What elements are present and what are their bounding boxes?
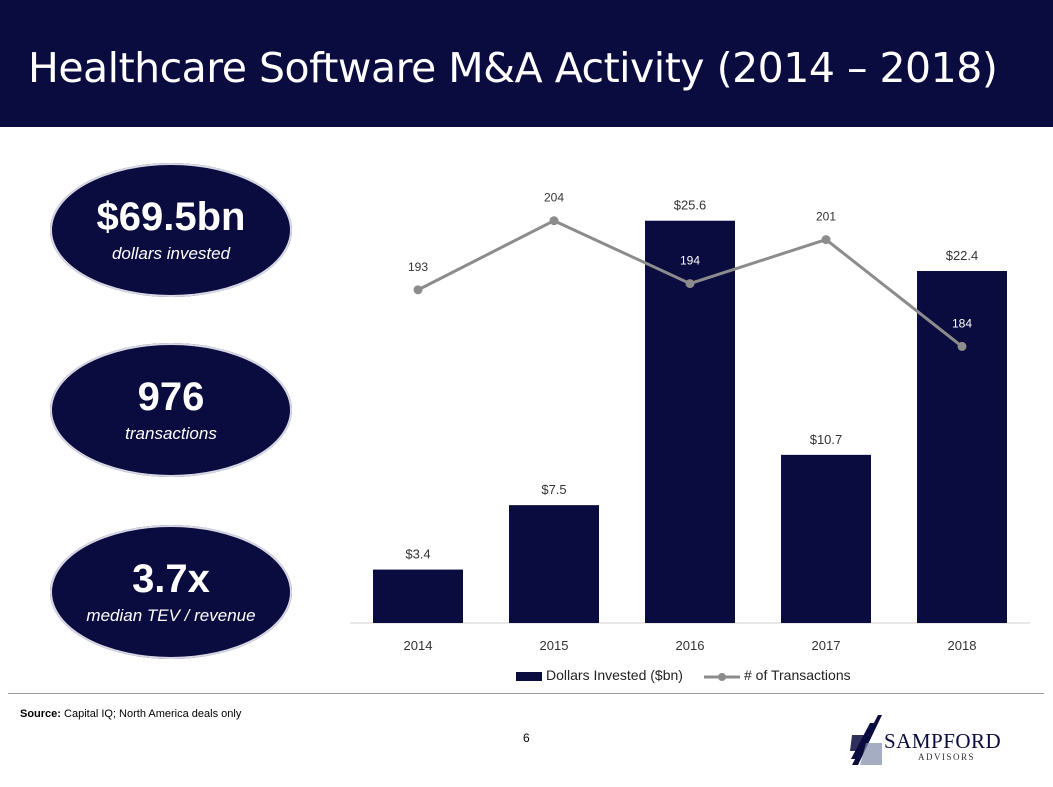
logo-subtitle: ADVISORS bbox=[918, 752, 976, 762]
page-title: Healthcare Software M&A Activity (2014 –… bbox=[28, 44, 998, 92]
stat-caption: dollars invested bbox=[111, 244, 231, 263]
x-tick-label-2014: 2014 bbox=[404, 638, 433, 653]
source-text: Capital IQ; North America deals only bbox=[60, 708, 242, 720]
bar-label-2015: $7.5 bbox=[541, 482, 566, 497]
legend-bar-swatch bbox=[516, 672, 542, 681]
legend-bar-label: Dollars Invested ($bn) bbox=[546, 667, 683, 683]
transactions-point-2014 bbox=[413, 285, 423, 295]
transactions-label-2017: 201 bbox=[816, 210, 836, 224]
logo-mark-icon bbox=[850, 715, 882, 765]
stat-value: $69.5bn bbox=[96, 195, 246, 239]
stat-caption: transactions bbox=[125, 424, 217, 443]
transactions-point-2015 bbox=[549, 216, 559, 226]
stat-value: 3.7x bbox=[132, 557, 210, 601]
page-number: 6 bbox=[523, 731, 530, 745]
transactions-label-2018: 184 bbox=[952, 316, 972, 330]
footer-divider bbox=[8, 693, 1044, 694]
stat-caption: median TEV / revenue bbox=[86, 606, 256, 625]
source-note: Source: Capital IQ; North America deals … bbox=[20, 708, 241, 720]
stat-median-tev-revenue: 3.7x median TEV / revenue bbox=[50, 525, 292, 659]
stat-dollars-invested: $69.5bn dollars invested bbox=[50, 163, 292, 297]
ma-activity-chart: $3.4 2014 $7.5 2015 $25.6 2016 $10.7 2017 $22.4 2… bbox=[350, 191, 1030, 683]
bar-2018 bbox=[917, 271, 1007, 623]
bar-label-2016: $25.6 bbox=[674, 198, 707, 213]
transactions-point-2016 bbox=[685, 279, 695, 289]
bar-2017 bbox=[781, 454, 871, 623]
bar-2014 bbox=[373, 569, 463, 623]
stat-value: 976 bbox=[137, 375, 205, 419]
source-label: Source: bbox=[20, 708, 61, 720]
bar-label-2018: $22.4 bbox=[946, 248, 979, 263]
sampford-logo: SAMPFORD ADVISORS bbox=[848, 713, 1008, 767]
bar-2015 bbox=[509, 505, 599, 623]
x-tick-label-2018: 2018 bbox=[948, 638, 977, 653]
transactions-label-2014: 193 bbox=[408, 260, 428, 274]
transactions-label-2015: 204 bbox=[544, 191, 564, 205]
x-tick-label-2015: 2015 bbox=[540, 638, 569, 653]
legend-line-label: # of Transactions bbox=[744, 667, 851, 683]
transactions-label-2016: 194 bbox=[680, 254, 700, 268]
x-tick-label-2016: 2016 bbox=[676, 638, 705, 653]
legend-line-marker bbox=[718, 673, 726, 681]
x-tick-label-2017: 2017 bbox=[812, 638, 841, 653]
stat-transactions: 976 transactions bbox=[50, 343, 292, 477]
logo-name: SAMPFORD bbox=[884, 729, 1002, 753]
bar-label-2014: $3.4 bbox=[405, 547, 430, 562]
title-banner: Healthcare Software M&A Activity (2014 –… bbox=[0, 0, 1053, 127]
bar-label-2017: $10.7 bbox=[810, 432, 843, 447]
transactions-point-2018 bbox=[957, 341, 967, 351]
transactions-point-2017 bbox=[821, 235, 831, 245]
